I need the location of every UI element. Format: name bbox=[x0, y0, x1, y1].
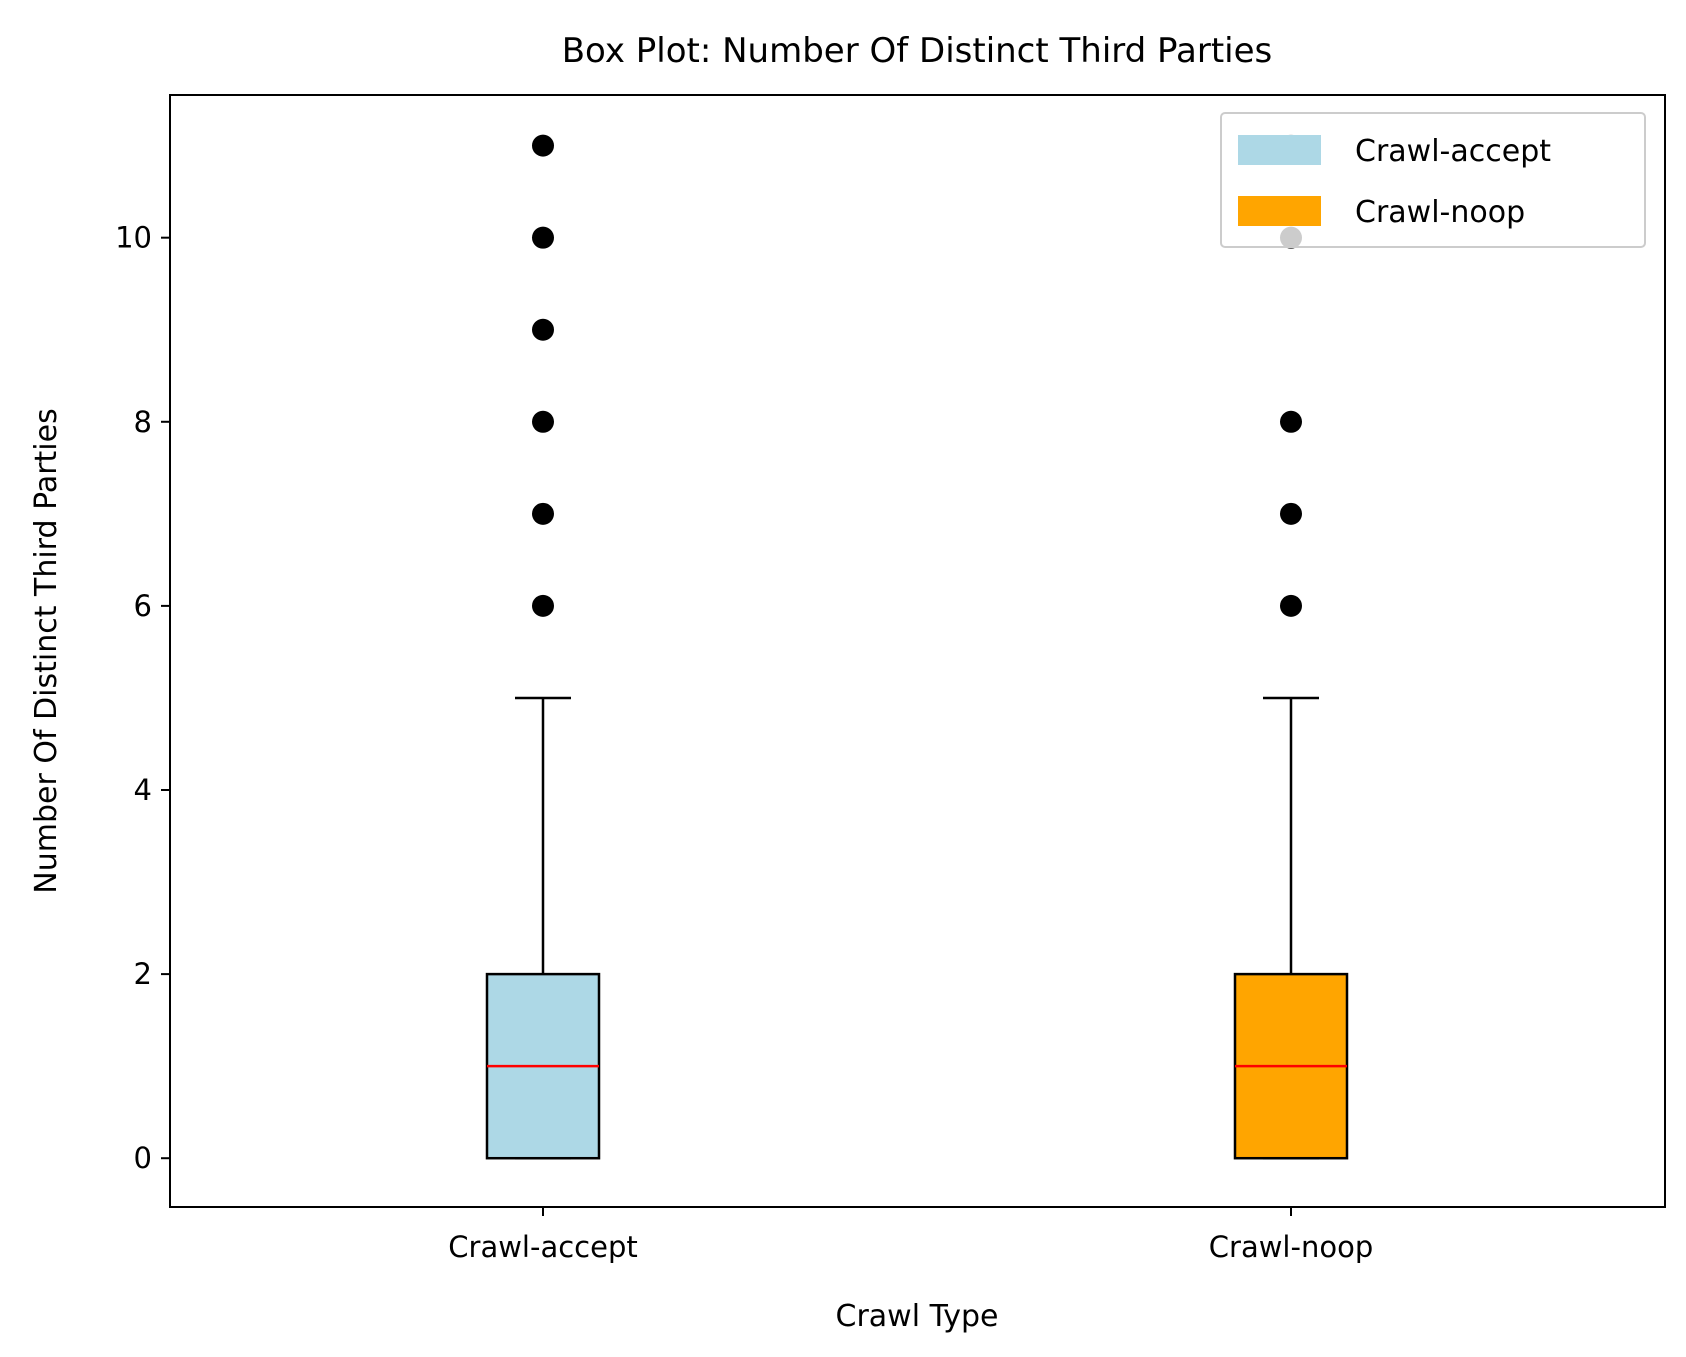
outlier-point bbox=[532, 318, 554, 341]
y-tick-label: 4 bbox=[134, 773, 152, 807]
y-tick-label: 2 bbox=[134, 957, 152, 991]
x-tick-label: Crawl-noop bbox=[1209, 1230, 1373, 1264]
outlier-point bbox=[532, 134, 554, 157]
outlier-point bbox=[532, 226, 554, 249]
box-1 bbox=[485, 134, 601, 1160]
axes-frame bbox=[169, 94, 1666, 1208]
outlier-point bbox=[532, 410, 554, 433]
y-tick-label: 6 bbox=[134, 589, 152, 623]
axes: 0 2 4 6 8 10 Crawl-accept Crawl-noop bbox=[115, 221, 1373, 1264]
y-tick-label: 10 bbox=[115, 221, 152, 255]
outlier-point bbox=[532, 594, 554, 617]
x-axis-label: Crawl Type bbox=[836, 1299, 999, 1334]
x-tick-label: Crawl-accept bbox=[448, 1230, 637, 1264]
chart-title: Box Plot: Number Of Distinct Third Parti… bbox=[562, 31, 1273, 71]
legend: Crawl-accept Crawl-noop bbox=[1220, 112, 1646, 248]
y-tick-label: 0 bbox=[134, 1141, 152, 1175]
legend-swatch bbox=[1238, 196, 1321, 226]
y-axis-label: Number Of Distinct Third Parties bbox=[29, 408, 64, 893]
y-tick-label: 8 bbox=[134, 405, 152, 439]
outlier-point bbox=[532, 502, 554, 525]
outlier-point bbox=[1280, 502, 1302, 525]
legend-label: Crawl-noop bbox=[1355, 195, 1525, 230]
legend-box bbox=[1220, 112, 1646, 248]
legend-label: Crawl-accept bbox=[1355, 134, 1551, 169]
outlier-point bbox=[1280, 594, 1302, 617]
legend-swatch bbox=[1238, 135, 1321, 165]
outlier-point bbox=[1280, 410, 1302, 433]
